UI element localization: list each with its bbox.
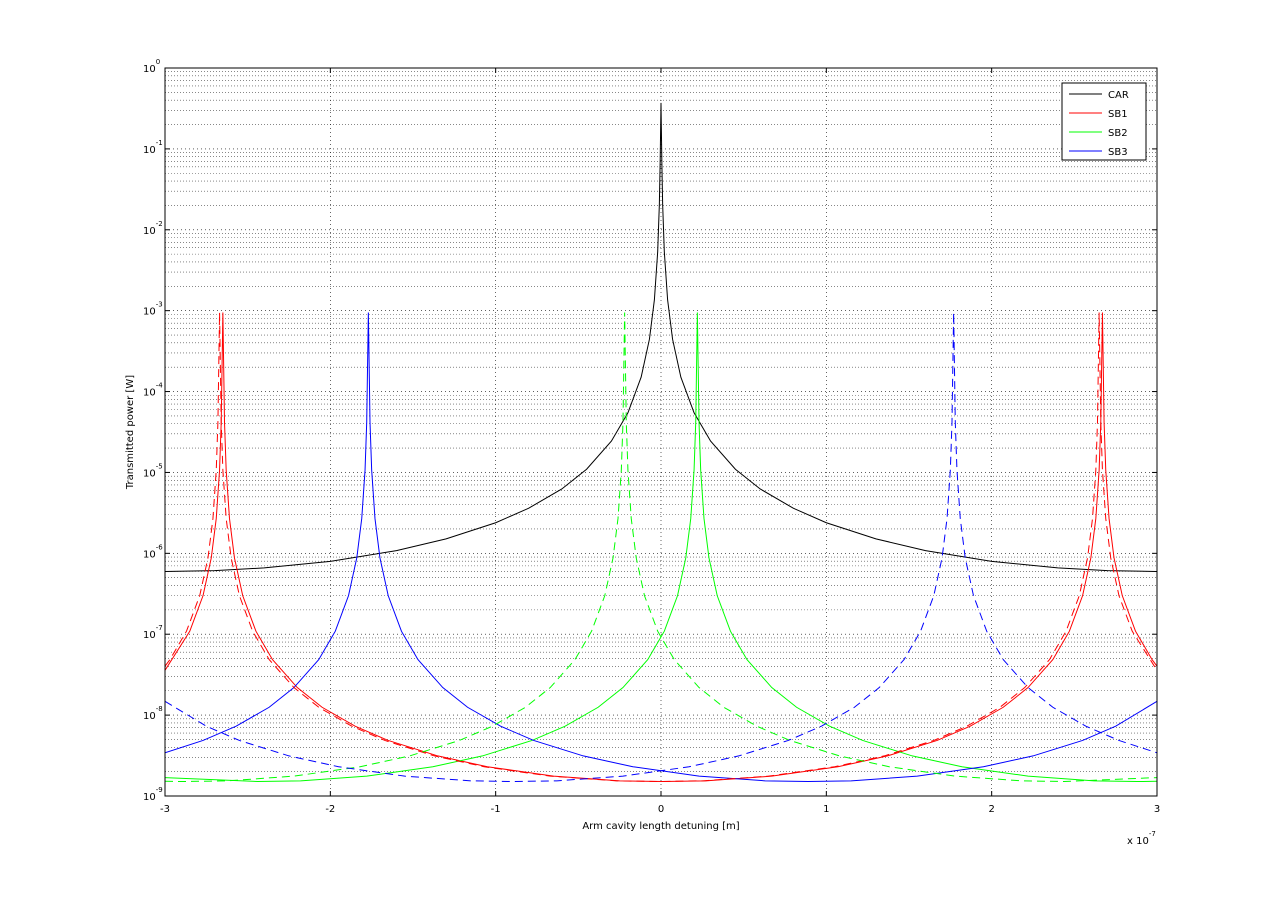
y-tick-base: 10 bbox=[143, 145, 156, 156]
legend-label: CAR bbox=[1108, 90, 1129, 101]
series-group bbox=[165, 102, 1157, 783]
legend-label: SB3 bbox=[1108, 147, 1128, 158]
y-tick-label: 10-6 bbox=[143, 543, 163, 560]
x-tick-label: 2 bbox=[988, 804, 994, 815]
y-tick-label: 10-5 bbox=[143, 462, 163, 479]
series-line bbox=[165, 312, 1157, 783]
y-tick-base: 10 bbox=[143, 226, 156, 237]
series-line bbox=[165, 312, 1157, 783]
series-line bbox=[165, 312, 1157, 783]
y-tick-exponent: -3 bbox=[156, 301, 163, 309]
y-tick-label: 10-1 bbox=[143, 139, 163, 156]
x-tick-label: -1 bbox=[491, 804, 501, 815]
y-axis-label: Transmitted power [W] bbox=[125, 375, 136, 490]
y-tick-label: 10-8 bbox=[143, 705, 163, 722]
y-tick-label: 100 bbox=[143, 58, 160, 75]
y-tick-exponent: -7 bbox=[156, 624, 163, 632]
x-multiplier-exponent: -7 bbox=[1149, 830, 1156, 838]
plot-area bbox=[164, 67, 1158, 797]
y-tick-base: 10 bbox=[143, 468, 156, 479]
y-tick-label: 10-4 bbox=[143, 382, 163, 399]
y-tick-exponent: 0 bbox=[156, 58, 160, 66]
y-tick-base: 10 bbox=[143, 630, 156, 641]
x-axis-label: Arm cavity length detuning [m] bbox=[582, 821, 739, 832]
x-tick-label: 0 bbox=[658, 804, 664, 815]
y-tick-base: 10 bbox=[143, 388, 156, 399]
y-tick-exponent: -1 bbox=[156, 139, 163, 147]
y-tick-exponent: -4 bbox=[156, 382, 164, 390]
y-tick-label: 10-3 bbox=[143, 301, 163, 318]
y-tick-base: 10 bbox=[143, 549, 156, 560]
y-tick-exponent: -2 bbox=[156, 220, 163, 228]
y-tick-exponent: -6 bbox=[156, 543, 164, 551]
axes-frame bbox=[164, 67, 1158, 797]
legend-label: SB2 bbox=[1108, 128, 1128, 139]
series-line bbox=[165, 312, 1157, 783]
x-multiplier: x 10-7 bbox=[1127, 830, 1156, 847]
legend-box bbox=[1061, 82, 1147, 161]
y-tick-exponent: -9 bbox=[156, 786, 163, 794]
series-line bbox=[165, 312, 1157, 783]
x-tick-label: -3 bbox=[160, 804, 170, 815]
y-tick-label: 10-2 bbox=[143, 220, 163, 237]
y-tick-label: 10-7 bbox=[143, 624, 163, 641]
series-line bbox=[165, 312, 1157, 783]
y-tick-base: 10 bbox=[143, 711, 156, 722]
x-multiplier-base: x 10 bbox=[1127, 836, 1149, 847]
series-line bbox=[165, 102, 1157, 572]
x-tick-label: 1 bbox=[823, 804, 829, 815]
y-tick-base: 10 bbox=[143, 792, 156, 803]
y-tick-exponent: -5 bbox=[156, 462, 163, 470]
legend-label: SB1 bbox=[1108, 109, 1128, 120]
y-tick-exponent: -8 bbox=[156, 705, 163, 713]
y-tick-base: 10 bbox=[143, 307, 156, 318]
y-tick-label: 10-9 bbox=[143, 786, 163, 803]
x-tick-label: 3 bbox=[1154, 804, 1160, 815]
y-tick-base: 10 bbox=[143, 64, 156, 75]
x-tick-label: -2 bbox=[325, 804, 335, 815]
